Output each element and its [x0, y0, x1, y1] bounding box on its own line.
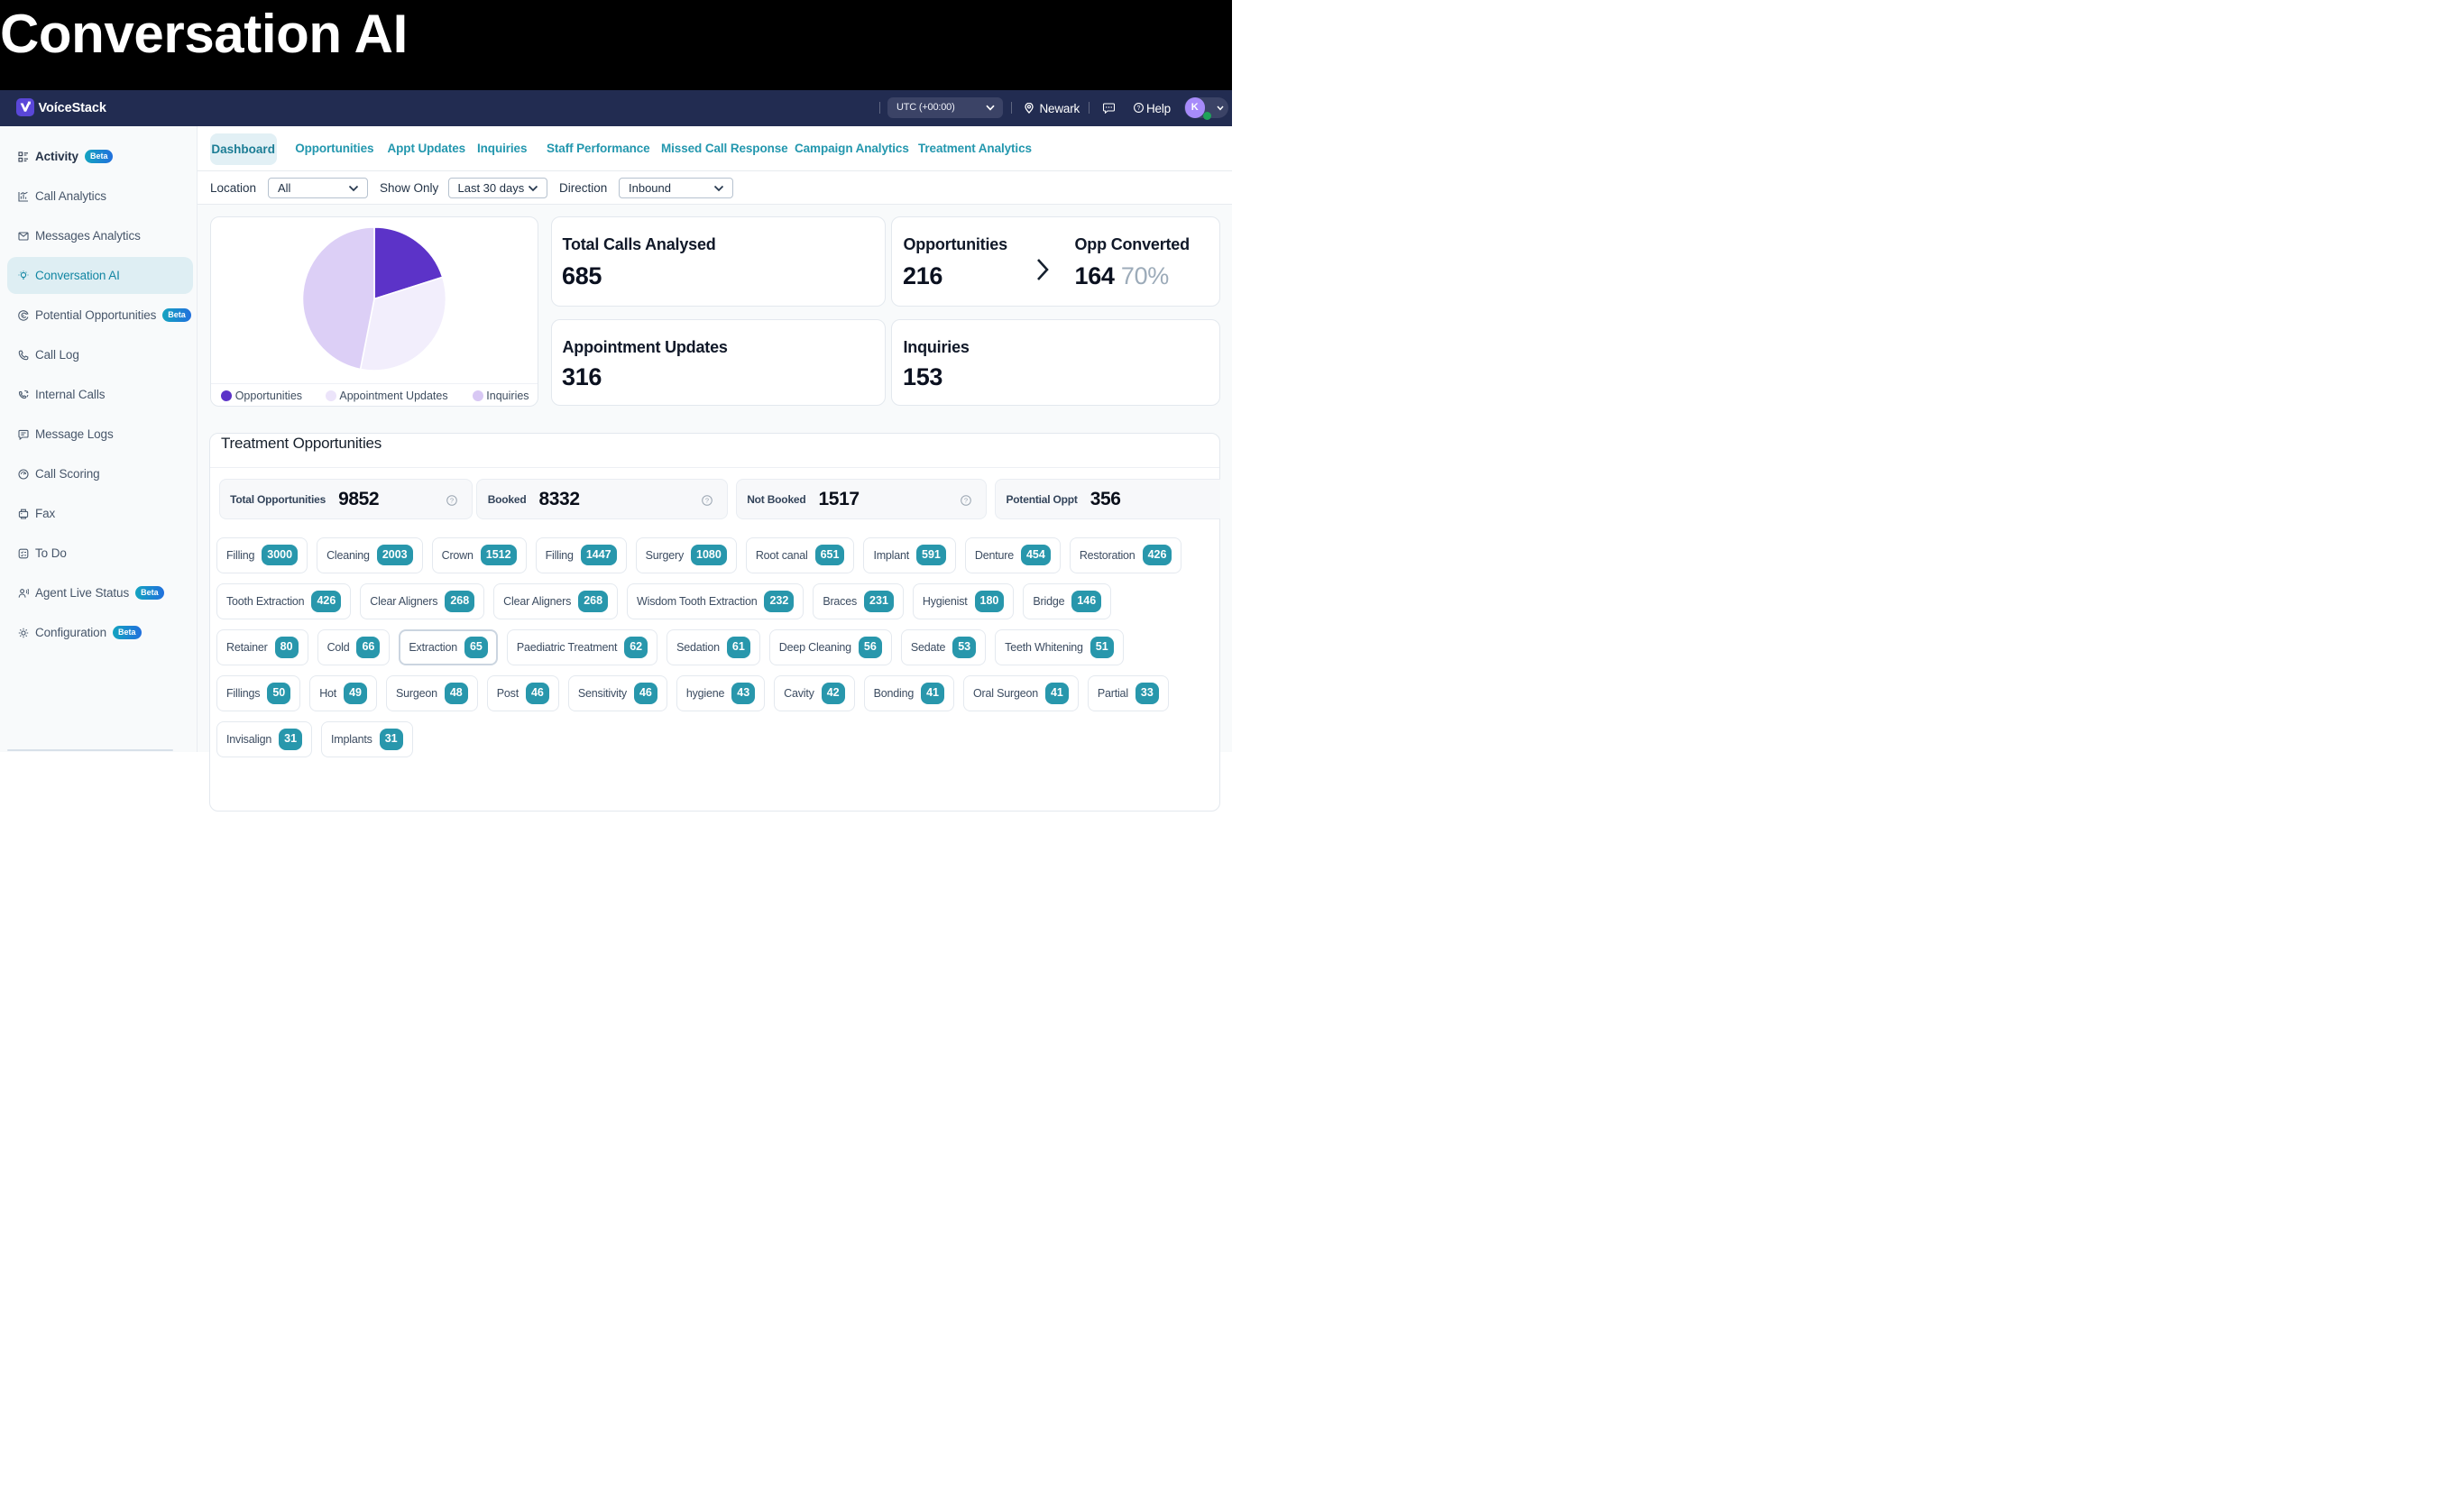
- svg-text:?: ?: [964, 496, 968, 504]
- svg-text:?: ?: [705, 496, 709, 504]
- svg-text:?: ?: [450, 496, 454, 504]
- svg-text:?: ?: [1136, 105, 1140, 112]
